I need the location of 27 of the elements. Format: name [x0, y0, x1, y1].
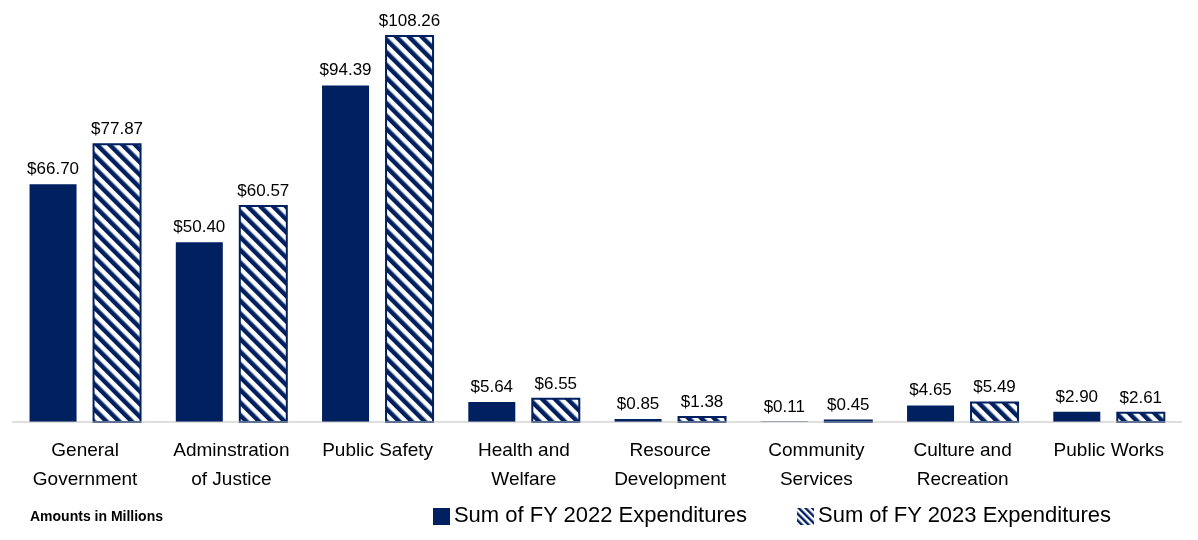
data-label: $1.38	[680, 392, 724, 412]
data-label: $2.90	[1055, 386, 1099, 406]
legend-label: Sum of FY 2022 Expenditures	[453, 502, 747, 527]
x-tick-label: Public Safety	[322, 439, 434, 460]
data-label: $50.40	[173, 217, 226, 237]
x-tick-label: Culture and Recreation	[913, 439, 1012, 489]
x-tick-label: Community Services	[768, 439, 865, 489]
x-tick-label: General Government	[32, 439, 139, 489]
data-label: $77.87	[91, 119, 144, 139]
legend-label: Sum of FY 2023 Expenditures	[818, 502, 1112, 527]
data-label: $66.70	[27, 159, 80, 179]
data-label: $5.49	[973, 377, 1016, 397]
data-label: $6.55	[534, 373, 578, 393]
data-label: $60.57	[237, 181, 290, 201]
data-label: $0.85	[616, 393, 660, 413]
data-label: $4.65	[909, 380, 952, 400]
data-label: $94.39	[319, 60, 372, 80]
x-tick-label: Adminstration of Justice	[173, 439, 290, 489]
text: Amounts in Millions	[30, 508, 163, 524]
data-label: $108.26	[378, 11, 441, 30]
data-label: $0.45	[827, 395, 870, 415]
data-label: $0.11	[763, 396, 805, 416]
x-tick-label: Public Works	[1053, 439, 1165, 460]
x-tick-label: Resource Development	[614, 439, 727, 489]
data-label: $2.61	[1119, 387, 1163, 407]
data-label: $5.64	[470, 376, 514, 396]
x-tick-label: Health and Welfare	[477, 439, 570, 489]
